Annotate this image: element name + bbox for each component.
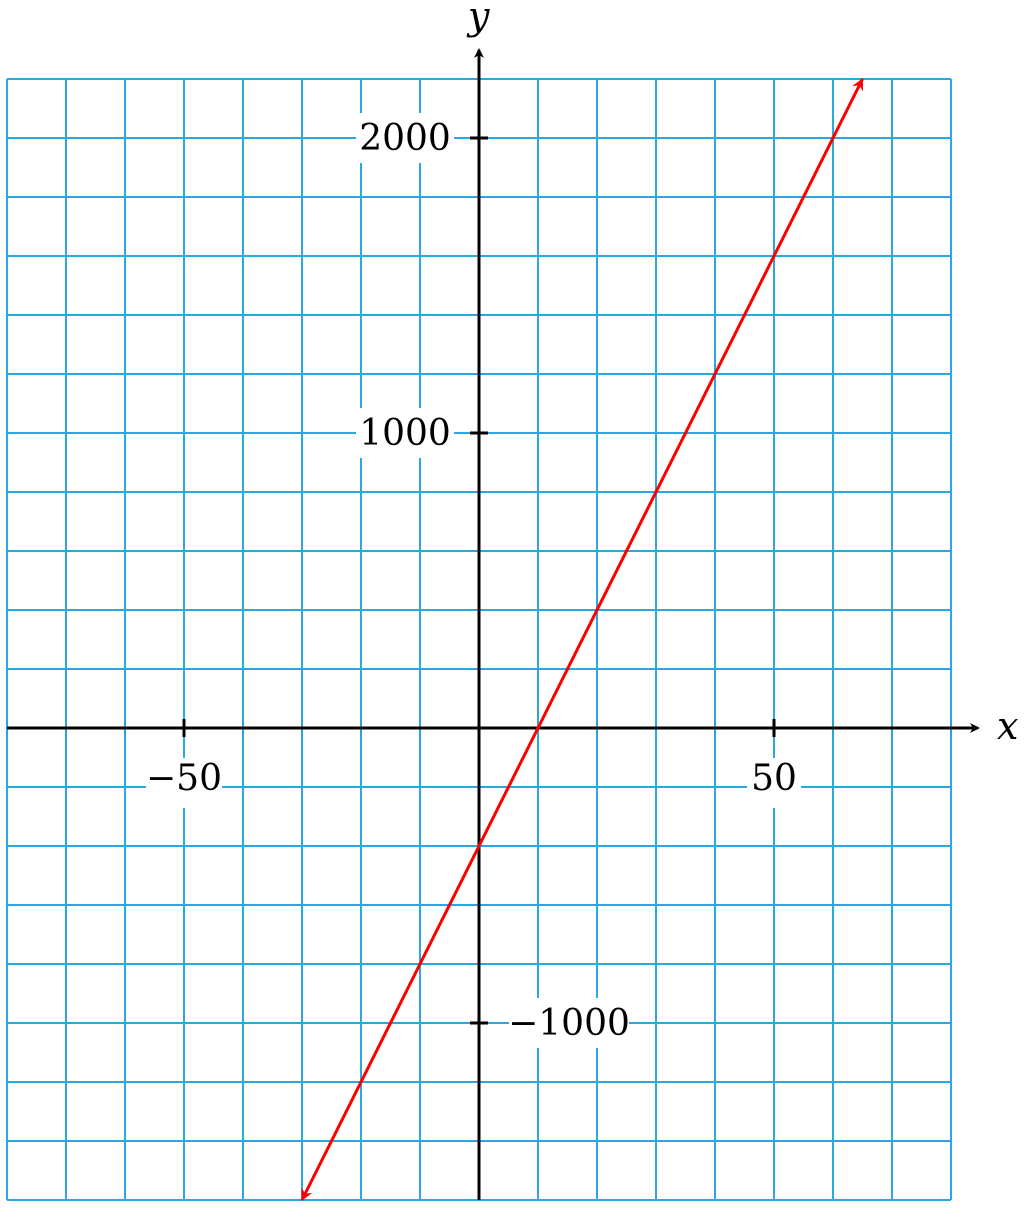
x-tick-label: −50	[146, 758, 222, 799]
tick-labels: −50 50 2000 1000 −1000	[146, 113, 801, 1048]
y-tick-label: 2000	[359, 118, 451, 159]
y-tick-label: −1000	[508, 1003, 630, 1044]
y-tick-label: 1000	[359, 413, 451, 454]
x-tick-label-bg	[146, 758, 222, 808]
series	[300, 78, 864, 1201]
series-line	[300, 78, 864, 1201]
x-axis-label: x	[997, 704, 1018, 748]
x-tick-label: 50	[751, 758, 797, 799]
y-axis-label: y	[466, 0, 490, 38]
